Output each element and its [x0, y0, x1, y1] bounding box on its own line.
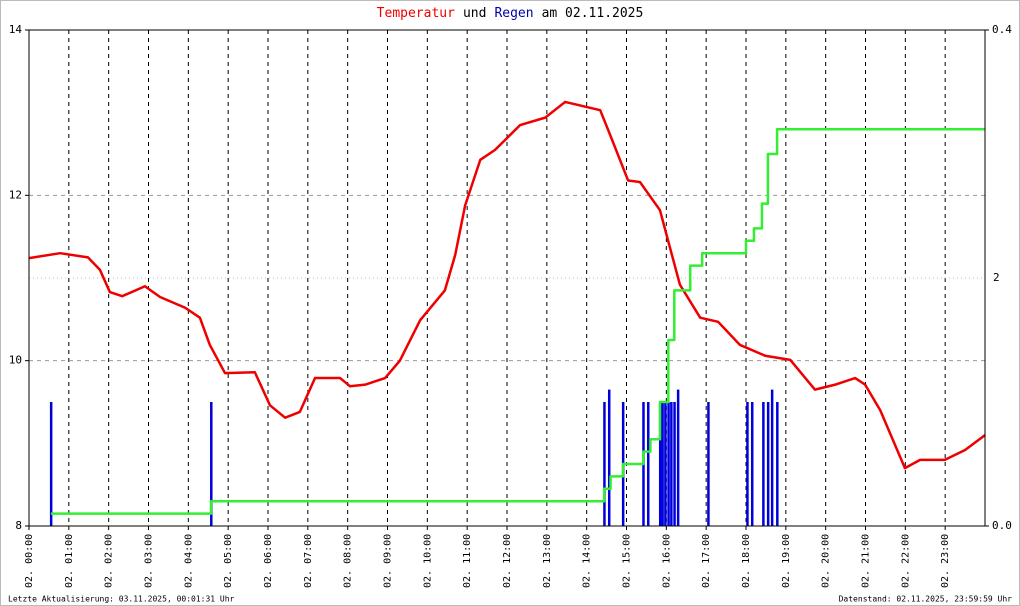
chart-title: Temperatur und Regen am 02.11.2025: [377, 6, 644, 21]
rain-bar: [667, 402, 670, 526]
y3-tick-label: 2: [993, 271, 1000, 284]
temperature-line: [28, 100, 986, 470]
x-tick-label: 02. 07:00: [303, 534, 314, 588]
rain-bar: [673, 402, 676, 526]
footer-right: Datenstand: 02.11.2025, 23:59:59 Uhr: [839, 595, 1013, 604]
x-tick-label: 02. 16:00: [661, 534, 672, 588]
x-tick-label: 02. 04:00: [183, 534, 194, 588]
footer-left: Letzte Aktualisierung: 03.11.2025, 00:01…: [8, 595, 235, 604]
x-tick-label: 02. 02:00: [104, 534, 115, 588]
x-tick-label: 02. 17:00: [701, 534, 712, 588]
rain-bar: [766, 402, 770, 526]
x-tick-label: 02. 05:00: [223, 534, 234, 588]
y-tick-label: 14: [9, 23, 23, 36]
x-tick-label: 02. 13:00: [542, 534, 553, 588]
rain-bar: [647, 402, 650, 526]
rain-bar: [676, 389, 680, 526]
x-tick-label: 02. 12:00: [502, 534, 513, 588]
x-tick-label: 02. 11:00: [462, 534, 473, 588]
rain-bar: [707, 402, 710, 526]
rain-bar: [770, 389, 774, 526]
y-tick-label: 12: [9, 188, 22, 201]
x-tick-label: 02. 06:00: [263, 534, 274, 588]
rain-bar: [661, 402, 664, 526]
y2-tick-label: 0.4: [992, 23, 1012, 36]
x-tick-label: 02. 00:00: [24, 534, 35, 588]
x-tick-label: 02. 19:00: [781, 534, 792, 588]
y-tick-label: 8: [15, 519, 22, 532]
rain-bar: [603, 402, 606, 526]
x-tick-label: 02. 01:00: [64, 534, 75, 588]
rain-bar: [210, 402, 213, 526]
rain-bar: [664, 402, 667, 526]
x-tick-label: 02. 15:00: [622, 534, 633, 588]
title-part: und: [463, 6, 486, 21]
x-tick-label: 02. 18:00: [741, 534, 752, 588]
rain-bar: [49, 402, 53, 526]
y-tick-label: 10: [9, 354, 22, 367]
rain-bar: [750, 402, 754, 526]
x-tick-label: 02. 23:00: [940, 534, 951, 588]
x-tick-label: 02. 10:00: [422, 534, 433, 588]
x-tick-label: 02. 21:00: [861, 534, 872, 588]
x-tick-label: 02. 14:00: [582, 534, 593, 588]
x-tick-label: 02. 03:00: [144, 534, 155, 588]
title-part: Regen: [494, 6, 533, 21]
x-tick-label: 02. 22:00: [900, 534, 911, 588]
title-part: Temperatur: [377, 6, 455, 21]
y2-tick-label: 0.0: [992, 519, 1012, 532]
rain-bar: [607, 389, 611, 526]
rain-bar: [762, 402, 765, 526]
title-part: am 02.11.2025: [542, 6, 644, 21]
rain-total-line: [50, 127, 985, 515]
rain-bar: [670, 402, 673, 526]
rain-bar: [658, 402, 662, 526]
rain-bar: [746, 402, 749, 526]
x-tick-label: 02. 20:00: [821, 534, 832, 588]
x-tick-label: 02. 09:00: [383, 534, 394, 588]
x-tick-label: 02. 08:00: [343, 534, 354, 588]
rain-bar: [776, 402, 779, 526]
